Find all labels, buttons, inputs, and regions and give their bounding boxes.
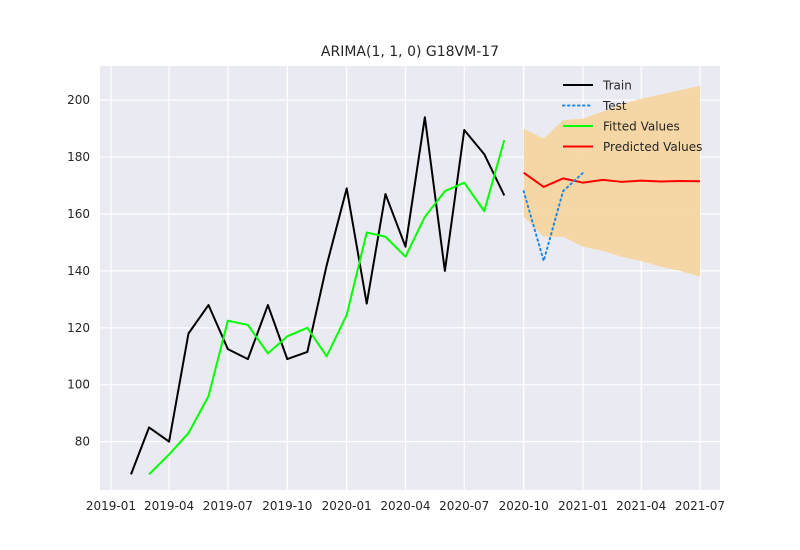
x-tick-label: 2020-04: [380, 499, 430, 513]
series-line-test: [522, 171, 585, 262]
y-tick-label: 80: [75, 435, 90, 449]
x-tick-label: 2021-01: [558, 499, 608, 513]
x-tick-label: 2020-07: [439, 499, 489, 513]
x-tick-label: 2020-10: [499, 499, 549, 513]
series-line-fitted-values: [148, 139, 506, 476]
x-tick-label: 2020-01: [322, 499, 372, 513]
x-tick-label: 2019-04: [144, 499, 194, 513]
y-tick-label: 160: [67, 207, 90, 221]
legend-label: Test: [602, 99, 627, 113]
x-tick-label: 2021-07: [675, 499, 725, 513]
y-tick-label: 100: [67, 378, 90, 392]
y-tick-label: 120: [67, 321, 90, 335]
series-line-predicted-values: [523, 171, 700, 188]
x-tick-label: 2021-04: [616, 499, 666, 513]
x-tick-label: 2019-01: [86, 499, 136, 513]
legend-label: Train: [602, 79, 632, 93]
tick-labels: 2019-01 2019-04 2019-07 2019-10 2020-01 2020-…: [67, 93, 725, 513]
x-tick-label: 2019-07: [203, 499, 253, 513]
legend-label: Predicted Values: [603, 140, 702, 154]
y-tick-label: 180: [67, 150, 90, 164]
series-layer: [130, 116, 700, 476]
series-line-train: [130, 116, 506, 475]
y-tick-label: 140: [67, 264, 90, 278]
x-tick-label: 2019-10: [262, 499, 312, 513]
legend-label: Fitted Values: [603, 120, 680, 134]
chart-title: ARIMA(1, 1, 0) G18VM-17: [321, 44, 499, 60]
legend: Train Test Fitted Values Predicted Values: [562, 79, 702, 154]
y-tick-label: 200: [67, 93, 90, 107]
